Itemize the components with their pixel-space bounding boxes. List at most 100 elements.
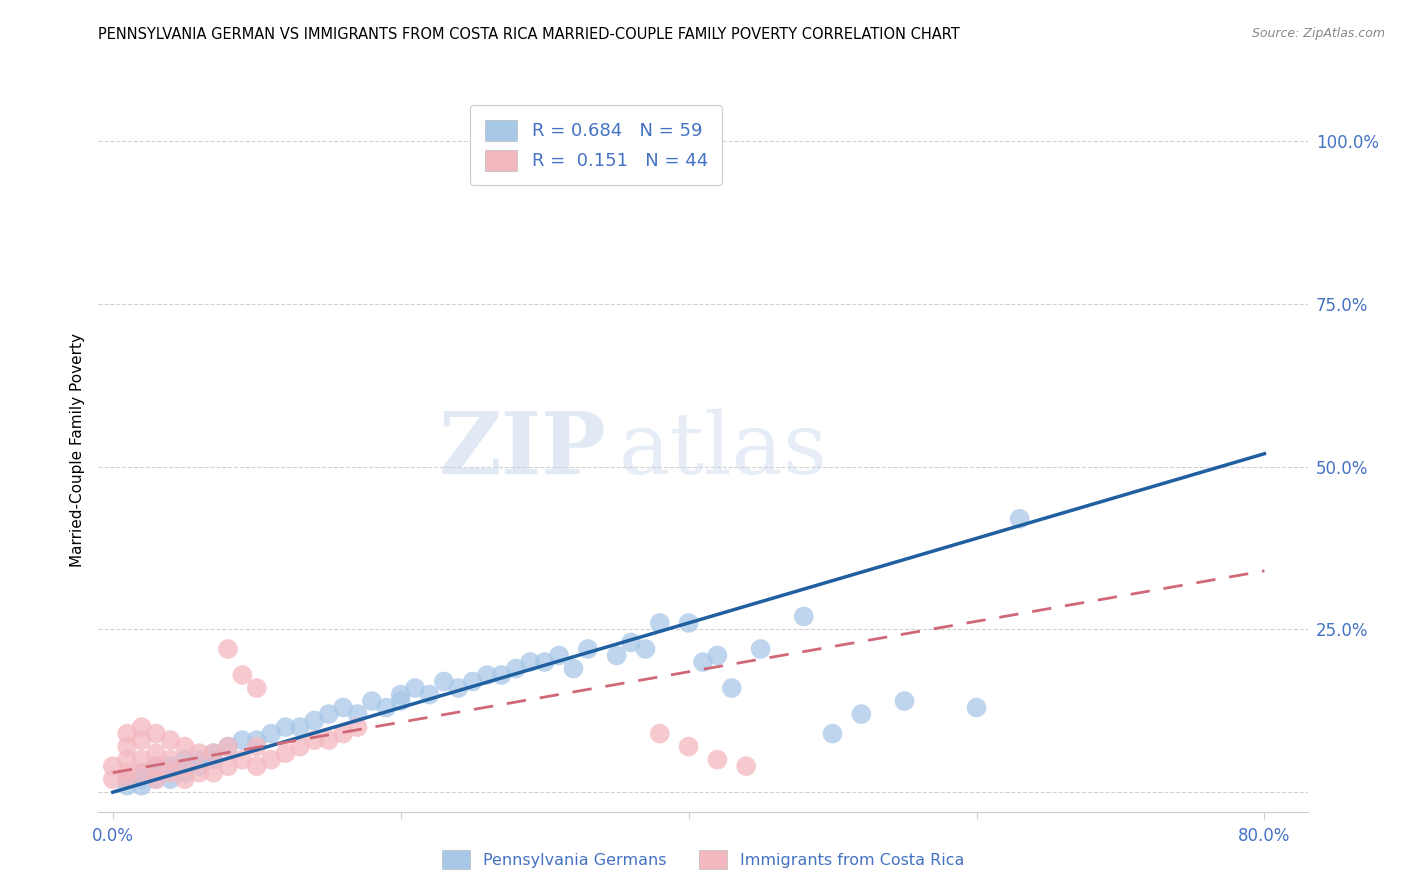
Point	[173, 759, 195, 773]
Point	[304, 714, 326, 728]
Point	[346, 707, 368, 722]
Point	[131, 720, 153, 734]
Point	[576, 642, 599, 657]
Point	[720, 681, 742, 695]
Point	[706, 648, 728, 663]
Point	[115, 726, 138, 740]
Point	[606, 648, 628, 663]
Point	[202, 746, 225, 760]
Point	[217, 642, 239, 657]
Point	[202, 765, 225, 780]
Point	[131, 779, 153, 793]
Point	[389, 688, 412, 702]
Point	[115, 779, 138, 793]
Point	[246, 681, 269, 695]
Point	[115, 772, 138, 787]
Point	[851, 707, 873, 722]
Point	[274, 720, 297, 734]
Text: atlas: atlas	[619, 409, 828, 492]
Point	[678, 615, 700, 630]
Point	[173, 772, 195, 787]
Point	[173, 765, 195, 780]
Point	[404, 681, 426, 695]
Point	[145, 759, 167, 773]
Point	[246, 733, 269, 747]
Point	[188, 759, 211, 773]
Point	[231, 733, 253, 747]
Point	[188, 753, 211, 767]
Point	[304, 733, 326, 747]
Text: Source: ZipAtlas.com: Source: ZipAtlas.com	[1251, 27, 1385, 40]
Point	[793, 609, 815, 624]
Point	[288, 739, 311, 754]
Point	[288, 720, 311, 734]
Point	[145, 746, 167, 760]
Point	[145, 765, 167, 780]
Point	[562, 661, 585, 675]
Point	[893, 694, 915, 708]
Point	[188, 765, 211, 780]
Point	[260, 726, 283, 740]
Y-axis label: Married-Couple Family Poverty: Married-Couple Family Poverty	[69, 334, 84, 567]
Point	[246, 739, 269, 754]
Point	[202, 753, 225, 767]
Point	[145, 726, 167, 740]
Point	[447, 681, 470, 695]
Point	[217, 739, 239, 754]
Point	[491, 668, 513, 682]
Point	[145, 772, 167, 787]
Point	[131, 765, 153, 780]
Point	[131, 765, 153, 780]
Point	[217, 739, 239, 754]
Point	[274, 746, 297, 760]
Point	[115, 753, 138, 767]
Point	[533, 655, 555, 669]
Point	[145, 772, 167, 787]
Point	[692, 655, 714, 669]
Point	[332, 700, 354, 714]
Point	[389, 694, 412, 708]
Point	[461, 674, 484, 689]
Point	[519, 655, 541, 669]
Point	[332, 726, 354, 740]
Point	[620, 635, 643, 649]
Point	[634, 642, 657, 657]
Point	[475, 668, 498, 682]
Point	[131, 772, 153, 787]
Point	[318, 707, 340, 722]
Point	[159, 759, 181, 773]
Point	[418, 688, 440, 702]
Point	[188, 746, 211, 760]
Point	[159, 765, 181, 780]
Point	[115, 765, 138, 780]
Text: PENNSYLVANIA GERMAN VS IMMIGRANTS FROM COSTA RICA MARRIED-COUPLE FAMILY POVERTY : PENNSYLVANIA GERMAN VS IMMIGRANTS FROM C…	[98, 27, 960, 42]
Point	[115, 772, 138, 787]
Point	[159, 733, 181, 747]
Point	[433, 674, 456, 689]
Point	[260, 753, 283, 767]
Point	[159, 753, 181, 767]
Point	[735, 759, 758, 773]
Legend: R = 0.684   N = 59, R =  0.151   N = 44: R = 0.684 N = 59, R = 0.151 N = 44	[470, 105, 723, 185]
Point	[115, 739, 138, 754]
Point	[231, 753, 253, 767]
Point	[101, 772, 124, 787]
Point	[217, 759, 239, 773]
Point	[318, 733, 340, 747]
Point	[131, 753, 153, 767]
Point	[361, 694, 384, 708]
Point	[1008, 512, 1031, 526]
Point	[505, 661, 527, 675]
Point	[145, 759, 167, 773]
Point	[173, 739, 195, 754]
Legend: Pennsylvania Germans, Immigrants from Costa Rica: Pennsylvania Germans, Immigrants from Co…	[436, 844, 970, 875]
Point	[246, 759, 269, 773]
Point	[202, 746, 225, 760]
Point	[648, 726, 671, 740]
Point	[231, 668, 253, 682]
Point	[648, 615, 671, 630]
Point	[678, 739, 700, 754]
Text: ZIP: ZIP	[439, 409, 606, 492]
Point	[821, 726, 844, 740]
Point	[548, 648, 571, 663]
